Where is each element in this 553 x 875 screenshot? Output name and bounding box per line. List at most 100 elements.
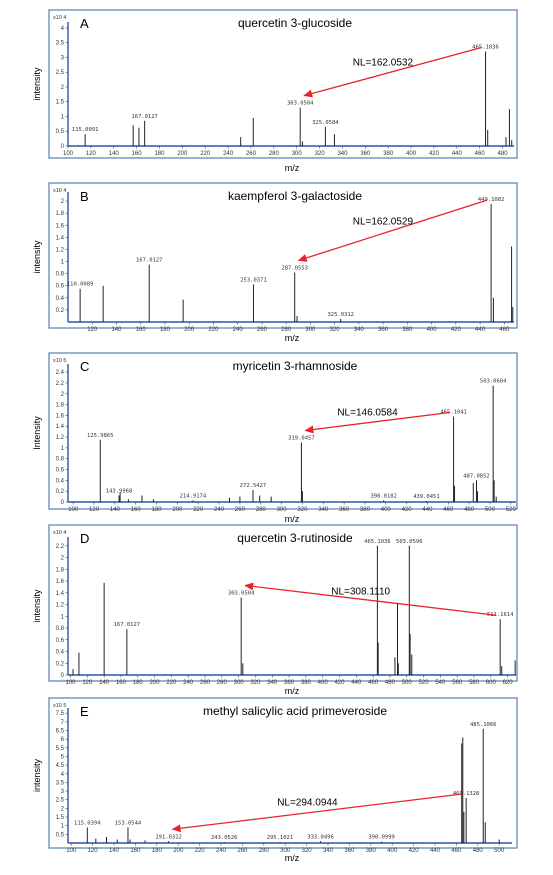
y-tick-label: 4 [61,26,65,32]
y-tick-label: 0.2 [56,661,65,667]
x-tick-label: 240 [223,151,234,157]
peak-label: 167.0127 [114,622,141,628]
y-axis-title: intensity [32,758,42,792]
y-tick-label: 7.5 [56,711,65,717]
x-tick-label: 420 [402,507,413,513]
peak-label: 253.0371 [240,278,267,284]
panel-letter: B [80,189,89,204]
peak-label: 469.1328 [453,791,480,797]
x-tick-label: 480 [385,680,396,686]
peak-label: 153.0544 [115,820,142,826]
peak-label: 611.1614 [487,612,514,618]
panel-letter: C [80,359,89,374]
x-tick-label: 440 [351,680,362,686]
y-tick-label: 1 [61,446,65,452]
y-tick-label: 1.5 [56,815,65,821]
y-axis-title: intensity [32,67,42,101]
x-tick-label: 260 [246,151,257,157]
x-tick-label: 300 [305,327,316,333]
y-tick-label: 2.2 [56,544,65,550]
y-tick-label: 0.5 [56,129,65,135]
y-tick-label: 0.6 [56,468,65,474]
y-tick-label: 0 [61,500,65,506]
x-tick-label: 480 [464,507,475,513]
x-tick-label: 460 [451,848,462,854]
neutral-loss-label: NL=294.0944 [277,798,338,809]
x-tick-label: 180 [160,327,171,333]
neutral-loss-arrow [297,199,488,262]
x-tick-label: 260 [200,680,211,686]
x-tick-label: 380 [360,507,371,513]
x-tick-label: 220 [193,507,204,513]
x-tick-label: 380 [301,680,312,686]
x-tick-label: 500 [485,507,496,513]
peak-label: 115.0091 [72,127,99,133]
x-tick-label: 200 [177,151,188,157]
x-tick-label: 200 [173,848,184,854]
x-tick-label: 160 [132,151,143,157]
y-tick-label: 0.5 [56,832,65,838]
y-tick-label: 0.4 [56,650,65,656]
x-tick-label: 200 [172,507,183,513]
x-tick-label: 140 [109,151,120,157]
panel-letter: A [80,16,89,31]
x-tick-label: 220 [195,848,206,854]
peak-label: 125.9865 [87,433,114,439]
x-tick-label: 400 [381,507,392,513]
y-tick-label: 3.5 [56,780,65,786]
neutral-loss-label: NL=162.0529 [353,216,414,227]
x-tick-label: 300 [292,151,303,157]
x-tick-label: 180 [152,848,163,854]
spectrum-panel-a: 100 120 140 160 180 200 220 240 260 280 300 320 340 3… [32,9,518,173]
x-tick-label: 240 [214,507,225,513]
x-tick-label: 400 [387,848,398,854]
y-tick-label: 1.8 [56,211,65,217]
peak-label: 439.0451 [413,494,440,500]
x-axis-title: m/z [285,853,300,863]
y-tick-label: 1.6 [56,413,65,419]
y-tick-label: 6.5 [56,729,65,735]
peak-label: 398.0182 [370,493,397,499]
x-tick-label: 320 [315,151,326,157]
x-tick-label: 340 [354,327,365,333]
y-tick-label: 1.4 [56,591,65,597]
intensity-multiplier: x10 5 [53,703,66,709]
x-tick-label: 480 [498,151,509,157]
x-tick-label: 360 [339,507,350,513]
x-tick-label: 280 [256,507,267,513]
x-tick-label: 340 [267,680,278,686]
x-tick-label: 200 [184,327,195,333]
y-tick-label: 0 [61,144,65,150]
y-tick-label: 1 [61,260,65,266]
y-tick-label: 4.5 [56,763,65,769]
intensity-multiplier: x10 4 [53,15,66,21]
x-tick-label: 240 [233,327,244,333]
x-tick-label: 540 [435,680,446,686]
panel-letter: E [80,704,89,719]
x-tick-label: 280 [217,680,228,686]
x-tick-label: 420 [451,327,462,333]
panel-letter: D [80,531,89,546]
y-tick-label: 0.4 [56,296,65,302]
y-tick-label: 1.4 [56,235,65,241]
peak-label: 333.0496 [307,834,334,840]
neutral-loss-arrow [303,46,482,98]
panel-frame [48,697,518,849]
peak-label: 143.9968 [106,489,133,495]
x-tick-label: 480 [473,848,484,854]
x-tick-label: 120 [86,151,97,157]
neutral-loss-arrow [304,411,450,434]
x-tick-label: 340 [318,507,329,513]
y-tick-label: 0.8 [56,626,65,632]
x-tick-label: 240 [216,848,227,854]
x-tick-label: 300 [280,848,291,854]
y-tick-label: 1.2 [56,247,65,253]
peak-label: 503.0604 [480,379,507,385]
panel-frame [48,182,518,329]
x-tick-label: 160 [130,848,141,854]
y-tick-label: 2 [61,392,65,398]
y-tick-label: 2.4 [56,370,65,376]
x-tick-label: 340 [323,848,334,854]
panel-frame [48,9,518,159]
x-tick-label: 360 [344,848,355,854]
